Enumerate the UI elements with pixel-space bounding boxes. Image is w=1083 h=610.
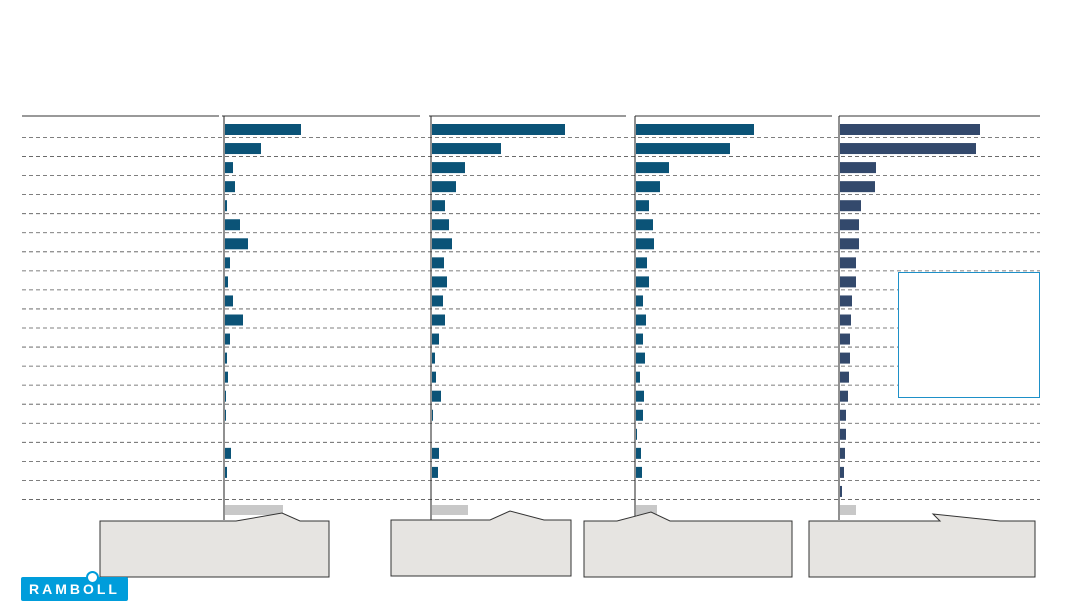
bar	[636, 447, 641, 459]
bar	[636, 143, 730, 155]
callout-box	[808, 513, 1036, 578]
bar	[636, 162, 669, 174]
bar	[225, 257, 230, 269]
bar	[225, 219, 240, 231]
bar	[840, 447, 845, 459]
bar	[636, 409, 643, 421]
bar	[432, 200, 445, 212]
ramboll-logo: RAMBOLL	[21, 577, 128, 601]
bar	[840, 428, 846, 440]
bar	[432, 447, 439, 459]
reference-bar	[432, 505, 468, 515]
bar	[636, 238, 654, 250]
bar	[840, 276, 856, 288]
bar	[225, 181, 235, 193]
reference-bar	[636, 505, 657, 515]
bar	[225, 390, 226, 402]
bar	[432, 314, 445, 326]
callout-box	[390, 510, 572, 577]
bar	[840, 485, 842, 497]
bar	[636, 333, 643, 345]
bar	[840, 371, 849, 383]
bar	[840, 314, 851, 326]
bar	[636, 295, 643, 307]
bar	[840, 466, 844, 478]
bar	[840, 143, 976, 155]
callout-box	[99, 512, 330, 578]
bar	[432, 409, 433, 421]
bar	[636, 428, 637, 440]
bar	[432, 257, 444, 269]
bar	[840, 181, 875, 193]
bar	[432, 162, 465, 174]
bar	[636, 219, 653, 231]
reference-bar	[840, 505, 856, 515]
bar	[636, 200, 649, 212]
bar	[225, 371, 228, 383]
bar	[840, 333, 850, 345]
bar	[225, 162, 233, 174]
logo-text: RAMBOLL	[29, 581, 120, 597]
bar	[636, 276, 649, 288]
bar	[432, 143, 501, 155]
bar	[225, 352, 227, 364]
bar	[840, 390, 848, 402]
bar	[636, 124, 754, 135]
reference-bar	[225, 505, 283, 515]
bar	[636, 390, 644, 402]
bar	[225, 333, 230, 345]
bar	[636, 181, 660, 193]
callout-box	[583, 511, 793, 578]
bar	[432, 390, 441, 402]
bar	[432, 371, 436, 383]
bar	[840, 124, 980, 135]
bar	[636, 257, 647, 269]
bar	[432, 352, 435, 364]
bar	[225, 124, 301, 135]
logo-ring-icon	[86, 571, 99, 584]
bar	[225, 238, 248, 250]
bar	[840, 352, 850, 364]
bar	[432, 238, 452, 250]
bar	[225, 314, 243, 326]
bar	[225, 409, 226, 421]
bar	[840, 238, 859, 250]
bar	[840, 295, 852, 307]
bar	[636, 352, 645, 364]
bar	[432, 181, 456, 193]
bar	[636, 466, 642, 478]
bar	[225, 447, 231, 459]
bar	[225, 276, 228, 288]
bar	[840, 200, 861, 212]
bar	[225, 200, 227, 212]
bar	[840, 219, 859, 231]
bar	[432, 295, 443, 307]
bar	[432, 333, 439, 345]
bar	[432, 124, 565, 135]
bar	[636, 314, 646, 326]
bar	[840, 257, 856, 269]
bar	[225, 466, 227, 478]
bar	[225, 295, 233, 307]
bar	[840, 162, 876, 174]
bar	[840, 409, 846, 421]
bar	[432, 219, 449, 231]
info-box	[898, 272, 1040, 398]
bar	[225, 143, 261, 155]
bar	[636, 371, 640, 383]
bar	[432, 466, 438, 478]
bar	[432, 276, 447, 288]
